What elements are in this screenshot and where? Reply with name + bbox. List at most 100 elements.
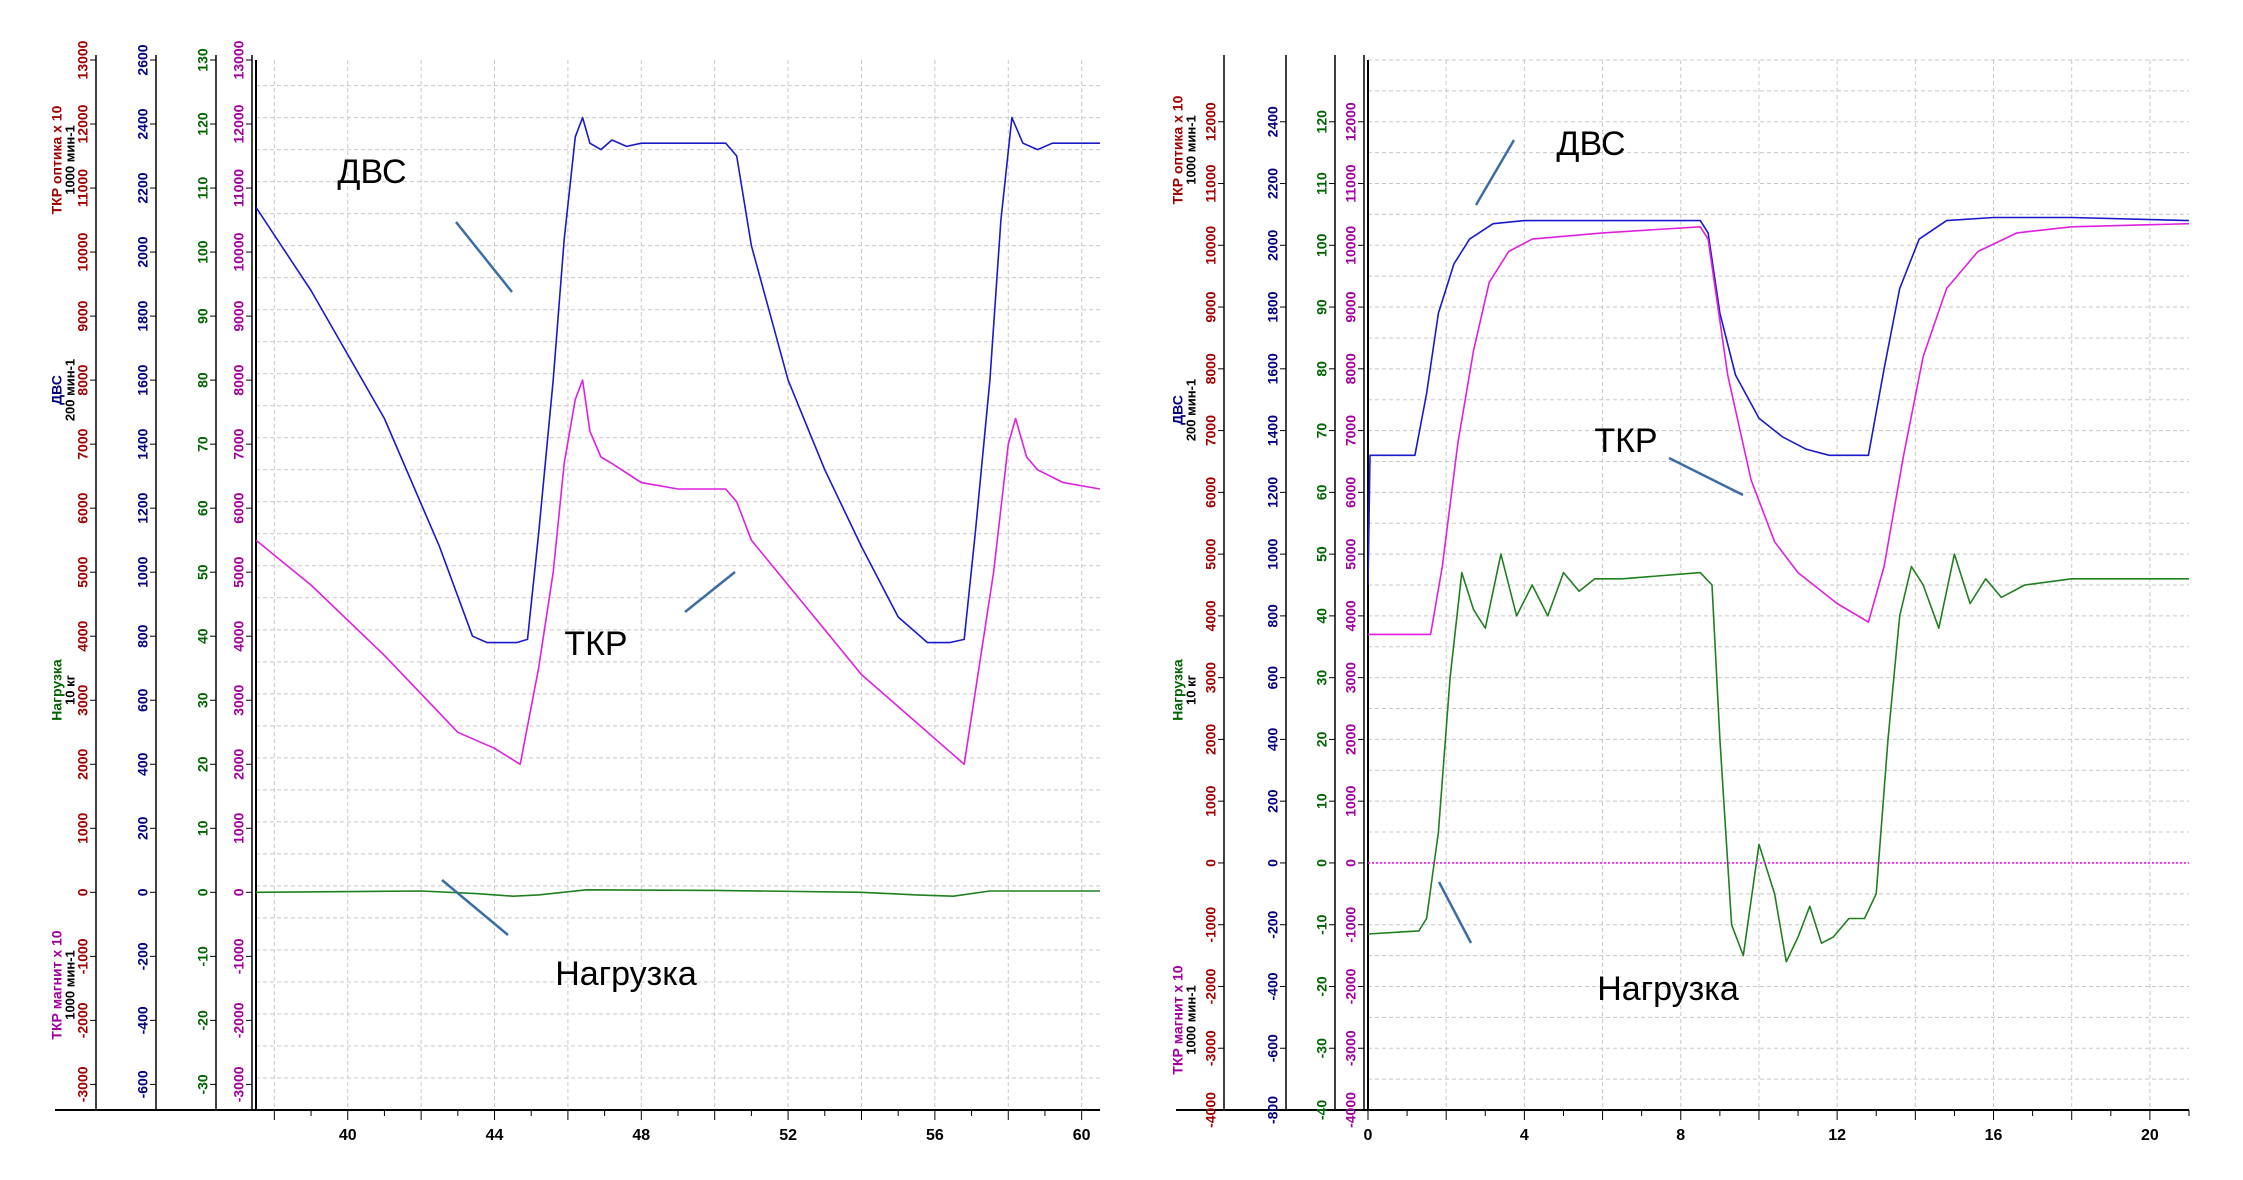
axis-title-line2: 10 кг [62,674,77,705]
series-group [256,116,1100,897]
annotation-label: Нагрузка [555,955,697,993]
y-tick-label: 7000 [231,428,247,459]
y-tick-label: -400 [135,1006,151,1034]
y-tick-label: 8000 [231,364,247,395]
annotation-1: ТКР [1594,422,1744,497]
y-tick-label: 1000 [231,813,247,844]
y-tick-label: -1000 [1343,907,1359,943]
y-tick-label: 1600 [135,364,151,395]
x-axis: 0 4 8 12 16 20 [1364,1110,2190,1144]
y-tick-label: 1000 [1203,785,1219,816]
y-tick-label: 4000 [1343,600,1359,631]
annotation-2: Нагрузка [441,879,697,993]
y-tick-label: 1200 [1265,477,1281,508]
y-tick-label: 10000 [75,232,91,271]
y-tick-label: 800 [135,624,151,648]
y-tick-label: 120 [1314,110,1330,134]
y-tick-label: -1000 [1203,907,1219,943]
annotation-0: ДВС [337,153,513,293]
y-tick-label: 3000 [75,684,91,715]
y-tick-label: -2000 [1343,968,1359,1004]
y-tick-label: -30 [1314,1038,1330,1058]
y-tick-label: -20 [195,1010,211,1030]
y-tick-label: 20 [1314,731,1330,747]
y-tick-label: -3000 [75,1066,91,1102]
axis-title-line2: 1000 мин-1 [1183,985,1198,1055]
annotation-leader [1437,881,1473,944]
y-tick-label: 9000 [1343,291,1359,322]
y-tick-label: 12000 [1203,102,1219,141]
x-tick-label: 48 [632,1127,650,1144]
y-tick-label: 2000 [75,748,91,779]
y-tick-label: 0 [135,888,151,896]
axis-title-line1: ТКР магнит x 10 [49,930,65,1039]
y-tick-label: -3000 [231,1066,247,1102]
y-tick-label: 600 [135,688,151,712]
y-tick-label: 12000 [1343,102,1359,141]
y-tick-label: 0 [195,888,211,896]
y-tick-label: -4000 [1343,1092,1359,1128]
chart-left: 40 44 48 52 56 60-3000-2000-10000100020003000… [49,40,1100,1144]
y-tick-label: 1000 [135,556,151,587]
axis-title-line2: 200 мин-1 [62,359,77,421]
y-tick-label: 6000 [231,492,247,523]
x-tick-label: 16 [1985,1127,2003,1144]
y-axis-2: -30 -20 -10 0 10 20 30 40 50 60 70 80 90 100 110 120 130 [195,48,217,1110]
y-tick-label: -1000 [231,938,247,974]
series-line-1 [1368,222,2189,636]
y-tick-label: -3000 [1343,1030,1359,1066]
x-tick-label: 0 [1364,1127,1373,1144]
axis-title-line1: ТКР оптика x 10 [49,105,65,214]
annotation-label: ДВС [1556,125,1625,163]
y-tick-label: 9000 [1203,291,1219,322]
x-tick-label: 8 [1676,1127,1685,1144]
y-tick-label: 10000 [1343,226,1359,265]
annotation-leader [441,879,509,936]
y-tick-label: 1200 [135,492,151,523]
y-tick-label: -10 [195,946,211,966]
annotation-leader [1668,456,1744,497]
y-tick-label: -600 [1265,1034,1281,1062]
y-tick-label: -2000 [75,1002,91,1038]
y-tick-label: 11000 [1343,164,1359,202]
series-group [1368,216,2189,963]
series-line-0 [1368,216,2189,586]
y-tick-label: -3000 [1203,1030,1219,1066]
y-tick-label: 40 [1314,608,1330,624]
y-tick-label: 0 [231,888,247,896]
y-tick-label: 1600 [1265,353,1281,384]
y-tick-label: -200 [135,942,151,970]
y-tick-label: 50 [195,564,211,580]
y-tick-label: 9000 [75,300,91,331]
y-tick-label: 30 [195,692,211,708]
y-tick-label: -10 [1314,914,1330,934]
y-tick-label: 2400 [135,108,151,139]
y-tick-label: 2200 [1265,168,1281,199]
y-tick-label: 100 [1314,233,1330,257]
y-tick-label: 90 [1314,299,1330,315]
y-tick-label: 60 [195,500,211,516]
y-tick-label: 600 [1265,666,1281,690]
y-tick-label: 20 [195,756,211,772]
y-tick-label: 6000 [75,492,91,523]
y-tick-label: 80 [1314,361,1330,377]
y-tick-label: -40 [1314,1100,1330,1120]
axis-title-line2: 200 мин-1 [1183,379,1198,441]
y-tick-label: 0 [1265,859,1281,867]
y-tick-label: 13000 [75,40,91,79]
y-tick-label: 2200 [135,172,151,203]
y-tick-label: 1400 [1265,415,1281,446]
y-tick-label: 6000 [1343,477,1359,508]
x-tick-label: 56 [926,1127,944,1144]
y-tick-label: 400 [1265,728,1281,752]
y-tick-label: -4000 [1203,1092,1219,1128]
y-tick-label: 10000 [1203,226,1219,265]
y-tick-label: -400 [1265,972,1281,1000]
y-tick-label: 5000 [1343,538,1359,569]
y-tick-label: 1400 [135,428,151,459]
